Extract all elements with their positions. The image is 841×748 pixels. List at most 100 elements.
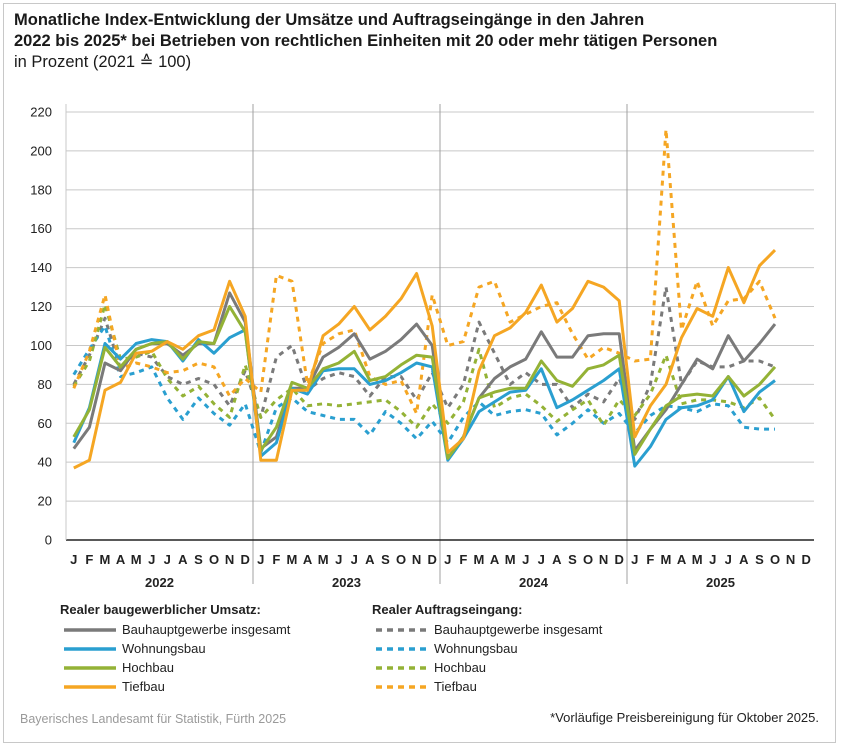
x-tick-label: M [100, 552, 111, 567]
y-tick-label: 180 [30, 182, 52, 197]
x-tick-label: S [381, 552, 390, 567]
x-tick-label: O [583, 552, 593, 567]
legend-item: Wohnungsbau [60, 639, 290, 658]
y-tick-label: 100 [30, 338, 52, 353]
year-label: 2022 [145, 575, 174, 590]
legend-label: Wohnungsbau [434, 641, 518, 656]
series-line-umsatz-hochbau [72, 305, 777, 460]
legend: Realer baugewerblicher Umsatz: Bauhauptg… [60, 600, 820, 700]
x-tick-label: D [428, 552, 437, 567]
legend-umsatz: Realer baugewerblicher Umsatz: Bauhauptg… [60, 600, 290, 696]
legend-dash-wohnungsbau [376, 647, 428, 651]
title-line-3: in Prozent (2021 ≙ 100) [14, 53, 192, 71]
x-tick-label: A [303, 552, 313, 567]
x-tick-label: S [755, 552, 764, 567]
legend-item: Hochbau [372, 658, 602, 677]
x-tick-label: A [490, 552, 500, 567]
x-tick-label: D [802, 552, 811, 567]
legend-dash-tiefbau [376, 685, 428, 689]
x-tick-label: F [85, 552, 93, 567]
chart-title: Monatliche Index-Entwicklung der Umsätze… [14, 10, 824, 73]
year-label: 2025 [706, 575, 735, 590]
y-tick-label: 200 [30, 143, 52, 158]
x-tick-label: O [396, 552, 406, 567]
y-tick-label: 0 [45, 533, 52, 548]
x-tick-label: M [661, 552, 672, 567]
legend-item: Tiefbau [372, 677, 602, 696]
series-line-auftrag-hochbau [72, 303, 777, 429]
series-line-umsatz-tiefbau [73, 249, 777, 470]
y-tick-label: 220 [30, 105, 52, 120]
y-tick-label: 40 [38, 455, 52, 470]
title-line-1: Monatliche Index-Entwicklung der Umsätze… [14, 11, 645, 29]
x-tick-label: A [178, 552, 188, 567]
y-tick-label: 20 [38, 494, 52, 509]
x-tick-label: S [568, 552, 577, 567]
x-tick-label: M [131, 552, 142, 567]
year-label: 2024 [519, 575, 549, 590]
x-tick-label: N [412, 552, 421, 567]
x-tick-label: M [692, 552, 703, 567]
y-tick-label: 140 [30, 260, 52, 275]
x-tick-label: A [552, 552, 562, 567]
x-tick-label: F [459, 552, 467, 567]
legend-item: Hochbau [60, 658, 290, 677]
x-tick-label: A [365, 552, 375, 567]
title-line-2: 2022 bis 2025* bei Betrieben von rechtli… [14, 32, 718, 50]
legend-item: Bauhauptgewerbe insgesamt [372, 620, 602, 639]
legend-line-tiefbau [64, 685, 116, 689]
legend-umsatz-heading: Realer baugewerblicher Umsatz: [60, 602, 261, 617]
legend-label: Hochbau [434, 660, 487, 675]
x-tick-label: N [599, 552, 608, 567]
x-tick-label: J [631, 552, 638, 567]
legend-dash-bauhaupt [376, 628, 428, 632]
footnote: *Vorläufige Preisbereinigung für Oktober… [550, 710, 819, 725]
chart-frame [3, 3, 836, 743]
legend-auftrag: Realer Auftragseingang: Bauhauptgewerbe … [372, 600, 602, 696]
y-tick-label: 60 [38, 416, 52, 431]
legend-item: Tiefbau [60, 677, 290, 696]
legend-label: Tiefbau [122, 679, 165, 694]
x-tick-label: J [70, 552, 77, 567]
x-tick-label: J [522, 552, 529, 567]
x-tick-label: J [444, 552, 451, 567]
series-line-umsatz-wohnungsbau [72, 328, 776, 468]
x-tick-label: D [615, 552, 624, 567]
legend-label: Bauhauptgewerbe insgesamt [122, 622, 291, 637]
legend-label: Hochbau [122, 660, 175, 675]
x-tick-label: J [164, 552, 171, 567]
x-tick-label: J [335, 552, 342, 567]
legend-item: Wohnungsbau [372, 639, 602, 658]
legend-label: Wohnungsbau [122, 641, 206, 656]
x-tick-label: N [786, 552, 795, 567]
legend-label: Bauhauptgewerbe insgesamt [434, 622, 603, 637]
y-tick-label: 160 [30, 221, 52, 236]
x-tick-label: M [318, 552, 329, 567]
x-tick-label: N [225, 552, 234, 567]
x-tick-label: J [351, 552, 358, 567]
series-line-auftrag-bauhauptgewerbe-insgesamt [72, 285, 776, 421]
series-line-auftrag-tiefbau [72, 128, 777, 415]
source-note: Bayerisches Landesamt für Statistik, Für… [20, 712, 287, 726]
x-tick-label: D [241, 552, 250, 567]
legend-line-bauhaupt [64, 628, 116, 632]
x-tick-label: O [209, 552, 219, 567]
x-tick-label: M [474, 552, 485, 567]
legend-dash-hochbau [376, 666, 428, 670]
x-tick-label: S [194, 552, 203, 567]
x-tick-label: J [257, 552, 264, 567]
legend-label: Tiefbau [434, 679, 477, 694]
y-tick-label: 120 [30, 299, 52, 314]
legend-line-wohnungsbau [64, 647, 116, 651]
x-tick-label: M [287, 552, 298, 567]
x-tick-label: M [505, 552, 516, 567]
x-tick-label: J [709, 552, 716, 567]
x-tick-label: J [725, 552, 732, 567]
x-tick-label: A [677, 552, 687, 567]
x-tick-label: J [538, 552, 545, 567]
year-label: 2023 [332, 575, 361, 590]
legend-line-hochbau [64, 666, 116, 670]
legend-item: Bauhauptgewerbe insgesamt [60, 620, 290, 639]
x-tick-label: O [770, 552, 780, 567]
